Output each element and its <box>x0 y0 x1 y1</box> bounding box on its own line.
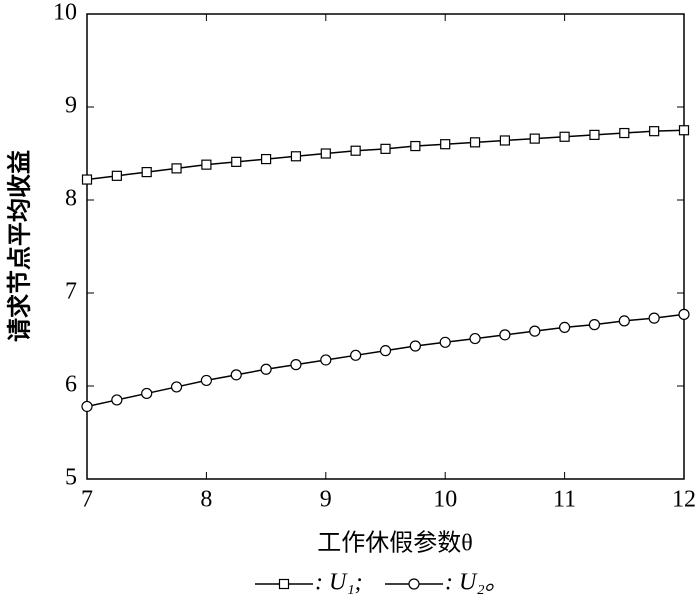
marker <box>350 145 361 156</box>
marker <box>409 340 421 352</box>
marker <box>589 129 600 140</box>
marker <box>170 381 183 393</box>
marker <box>230 369 242 381</box>
marker <box>499 135 510 146</box>
marker <box>260 363 272 375</box>
marker <box>201 159 212 170</box>
marker <box>529 133 540 144</box>
marker <box>649 126 660 137</box>
marker <box>320 354 332 366</box>
y-tick-label: 8 <box>65 186 77 212</box>
marker <box>678 125 690 136</box>
x-tick-label: 8 <box>200 487 212 513</box>
x-tick-label: 10 <box>433 487 457 513</box>
marker <box>141 167 152 178</box>
plot-frame <box>86 13 685 480</box>
marker <box>81 400 93 413</box>
marker <box>81 174 93 185</box>
marker <box>648 312 660 324</box>
y-axis-label: 请求节点平均收益 <box>6 150 34 342</box>
marker <box>440 139 451 150</box>
marker <box>380 143 391 154</box>
y-tick-label: 9 <box>65 93 77 119</box>
marker <box>619 127 630 139</box>
marker <box>439 336 451 348</box>
marker <box>141 387 153 400</box>
y-tick-label: 5 <box>65 465 77 491</box>
marker <box>290 359 302 371</box>
marker <box>469 137 481 148</box>
marker <box>200 374 212 387</box>
marker <box>320 148 331 159</box>
legend-label: : U₁; <box>315 570 363 596</box>
marker <box>529 325 541 337</box>
marker <box>111 394 123 406</box>
x-axis-label: 工作休假参数θ <box>317 530 473 557</box>
x-tick-label: 12 <box>672 487 696 513</box>
x-tick-label: 7 <box>81 487 93 513</box>
marker <box>379 345 392 357</box>
marker <box>350 349 362 361</box>
marker <box>499 329 511 341</box>
marker <box>290 151 302 162</box>
legend-marker <box>278 578 290 590</box>
y-tick-label: 6 <box>65 372 77 398</box>
marker <box>231 156 242 167</box>
marker <box>588 319 601 331</box>
legend-marker <box>408 578 420 590</box>
marker <box>111 170 122 181</box>
marker <box>469 332 481 345</box>
marker <box>618 315 630 327</box>
y-tick-label: 7 <box>65 279 77 305</box>
marker <box>558 321 571 334</box>
y-tick-label: 10 <box>53 0 77 26</box>
legend-label: : U₂。 <box>445 570 509 596</box>
marker <box>559 131 570 142</box>
x-tick-label: 9 <box>320 487 332 513</box>
marker <box>171 163 182 174</box>
marker <box>261 153 272 165</box>
marker <box>410 140 421 152</box>
x-tick-label: 11 <box>553 487 576 513</box>
marker <box>678 308 690 320</box>
